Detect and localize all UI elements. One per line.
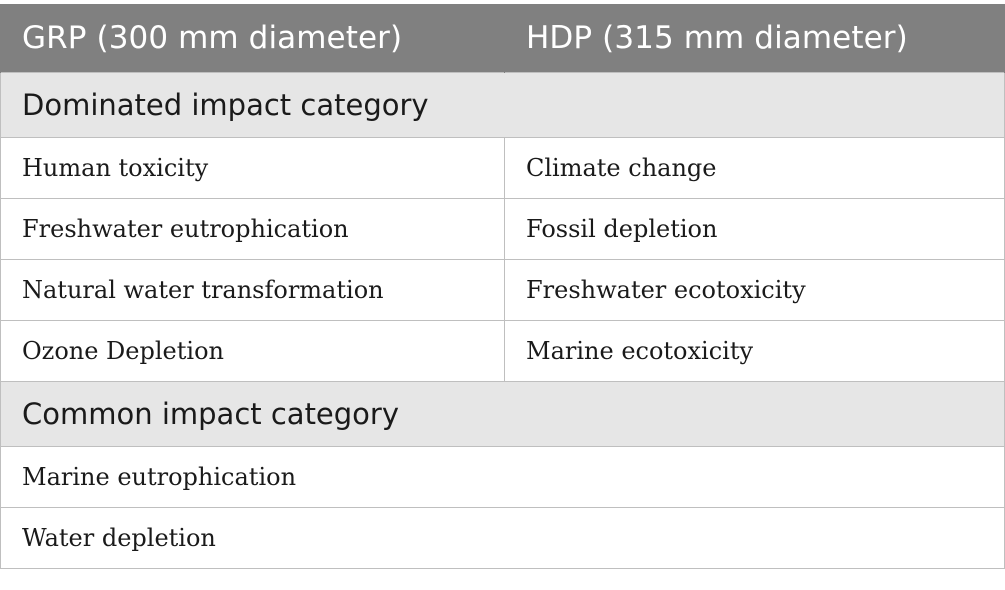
section-title-common: Common impact category [0,381,1005,447]
header-hdp: HDP (315 mm diameter) [504,4,1005,73]
impact-category-table: GRP (300 mm diameter) HDP (315 mm diamet… [0,4,1005,569]
cell-hdp: Marine ecotoxicity [504,320,1005,382]
cell-grp: Freshwater eutrophication [0,198,505,260]
cell-grp: Human toxicity [0,137,505,199]
cell-grp: Ozone Depletion [0,320,505,382]
table-row: Ozone Depletion Marine ecotoxicity [0,320,1005,382]
section-row-dominated: Dominated impact category [0,72,1005,138]
cell-hdp: Fossil depletion [504,198,1005,260]
table-row: Human toxicity Climate change [0,137,1005,199]
cell-common: Water depletion [0,507,1005,569]
section-row-common: Common impact category [0,381,1005,447]
cell-common: Marine eutrophication [0,446,1005,508]
header-grp: GRP (300 mm diameter) [0,4,505,73]
cell-hdp: Climate change [504,137,1005,199]
table-row: Water depletion [0,507,1005,569]
cell-grp: Natural water transformation [0,259,505,321]
table-header-row: GRP (300 mm diameter) HDP (315 mm diamet… [0,4,1005,73]
table-row: Marine eutrophication [0,446,1005,508]
cell-hdp: Freshwater ecotoxicity [504,259,1005,321]
table-row: Natural water transformation Freshwater … [0,259,1005,321]
section-title-dominated: Dominated impact category [0,72,1005,138]
impact-category-table-container: GRP (300 mm diameter) HDP (315 mm diamet… [0,4,1005,569]
table-row: Freshwater eutrophication Fossil depleti… [0,198,1005,260]
